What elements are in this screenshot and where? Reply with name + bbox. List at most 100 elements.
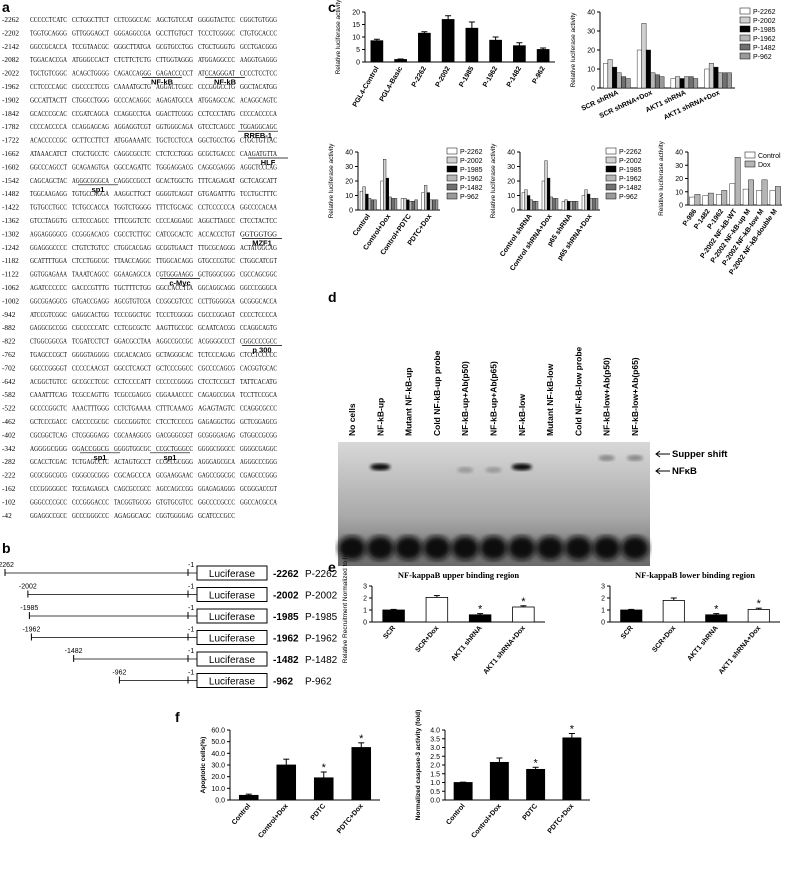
gel-band [485,467,502,473]
sequence-block: AGGGAGCGCA [198,457,236,466]
significance: * [570,724,575,736]
sequence-block: GGGCTTATGA [114,42,152,51]
sequence-block: CGGCCCCGCC [240,337,277,346]
sequence-block: GCTGGGCGGG [198,270,236,279]
tss-label: -1 [188,562,194,569]
bar [382,609,405,623]
bar [521,192,525,211]
sequence-block: TGGACACCGA [30,55,68,64]
sequence-block: ATGGAGCCAC [198,95,235,104]
sequence-block: GGGGTACTCC [198,15,235,24]
sequence-block: ACAGGCAGTC [240,95,277,104]
sequence-block: TCGCCGAGCG [114,390,152,399]
sequence-block: GGCCACCTTA [156,283,194,292]
sequence-block: CGGCTGTGGG [240,15,278,24]
sequence-block: AGAGTAGTC [198,404,235,413]
reporter-label: Luciferase [209,569,256,580]
legend-swatch [605,174,617,182]
bar [526,768,546,801]
position-label: -1722 [2,136,19,145]
sequence-block: CGCCCGGAGT [198,310,235,319]
sequence-block: GACCCGTTTG [72,283,110,292]
construct-start: -1482 [273,655,299,666]
bar [689,196,695,206]
bar [555,198,559,211]
sequence-block: GCTCAGCATT [240,176,277,185]
bar [621,76,627,89]
band-arrow [655,450,670,475]
sequence-block: GGGGTGGCGC [114,444,151,453]
sequence-block: AGGAGGTCGT [114,122,151,131]
sequence-block: GGCTACATGG [240,82,278,91]
x-tick-label: P-1962 [482,65,499,88]
sequence-block: CCTCCCCCCA [198,203,236,212]
sequence-block: CCTCCCTATG [198,109,236,118]
sequence-block: CGGAAACCCC [156,390,193,399]
site-label: NF-kB [151,78,174,87]
sequence-block: CGCACACACG [114,350,152,359]
sequence-block: GCGCGGCGCG [30,471,68,480]
sequence-block: AGATCCCCCC [30,283,67,292]
position-label: -42 [2,511,12,520]
bar [603,63,609,89]
x-tick-label: PGL4-Basic [379,65,405,103]
sequence-block: CAAGATGTTA [240,149,278,158]
significance: * [359,733,364,745]
panel-label: e [328,559,336,575]
sequence-block: GAGAGGCTGG [198,417,236,426]
sequence-block: CTTGGTAGGG [156,55,194,64]
sequence-block: GCGGTGAACT [156,243,193,252]
sequence-block: GCGTGCCTGG [156,42,194,51]
legend-swatch [446,147,458,155]
sequence-block: TGAGCCCGCT [30,350,67,359]
y-tick-label: 20 [352,10,360,17]
bar [775,186,781,206]
bar [512,606,535,623]
bar [421,192,425,211]
sequence-block: AGCCAGCCGG [156,484,194,493]
x-tick-label: P-2262 [411,65,428,88]
tss-label: -1 [188,605,194,612]
site-label: MZF1 [252,238,272,247]
position-label: -1902 [2,95,19,104]
sequence-block: TCCTGCTTTC [240,189,277,198]
y-tick-label: 10 [352,35,360,42]
gel-band [457,467,474,473]
sequence-block: GCACCCGCAC [30,109,67,118]
sequence-block: CAAATTTCAG [30,390,68,399]
legend-swatch [605,165,617,173]
sequence-block: GGGAGGCCGA [114,28,152,37]
y-tick-label: 15 [352,22,360,29]
bar [385,177,389,211]
sequence-block: GCCCGGGCCC [72,511,109,520]
sequence-block: GCTCCCGACC [30,417,67,426]
panel-label: f [175,709,180,725]
position-label: -762 [2,350,16,359]
sequence-block: CCGGGACACG [72,229,110,238]
sequence-block: TGCTCCTCCA [156,136,194,145]
free-probe [451,536,480,560]
bar [713,66,719,89]
lane-label: Cold NF-kB-low probe [573,346,583,436]
significance: * [533,757,538,769]
legend-label: P-1985 [753,27,776,34]
sequence-block: CTCCTCCGCT [198,377,235,386]
x-tick-label: SCR+Dox [651,625,677,654]
sequence-block: CCTGGCTTCT [72,15,109,24]
legend-label: P-2002 [753,18,776,25]
y-tick-label: 40.0 [211,751,225,758]
sequence-block: GCCTGACGGG [240,42,278,51]
y-tick-label: 4.0 [430,728,440,735]
sequence-block: CTCCTGGCGC [72,256,109,265]
x-tick-label: SCR [382,625,397,641]
reporter-label: Luciferase [209,612,256,623]
bar [426,192,430,211]
reporter-label: Luciferase [209,591,256,602]
bar [527,195,531,211]
sequence-block: CCCCACCCCA [240,109,278,118]
legend-swatch [739,25,751,33]
y-tick-label: 30 [675,163,683,170]
sequence-block: CACCCCGCGC [72,417,109,426]
x-tick-label: Control+Dox [257,803,290,840]
chart-title: NF-kappaB lower binding region [635,570,755,580]
